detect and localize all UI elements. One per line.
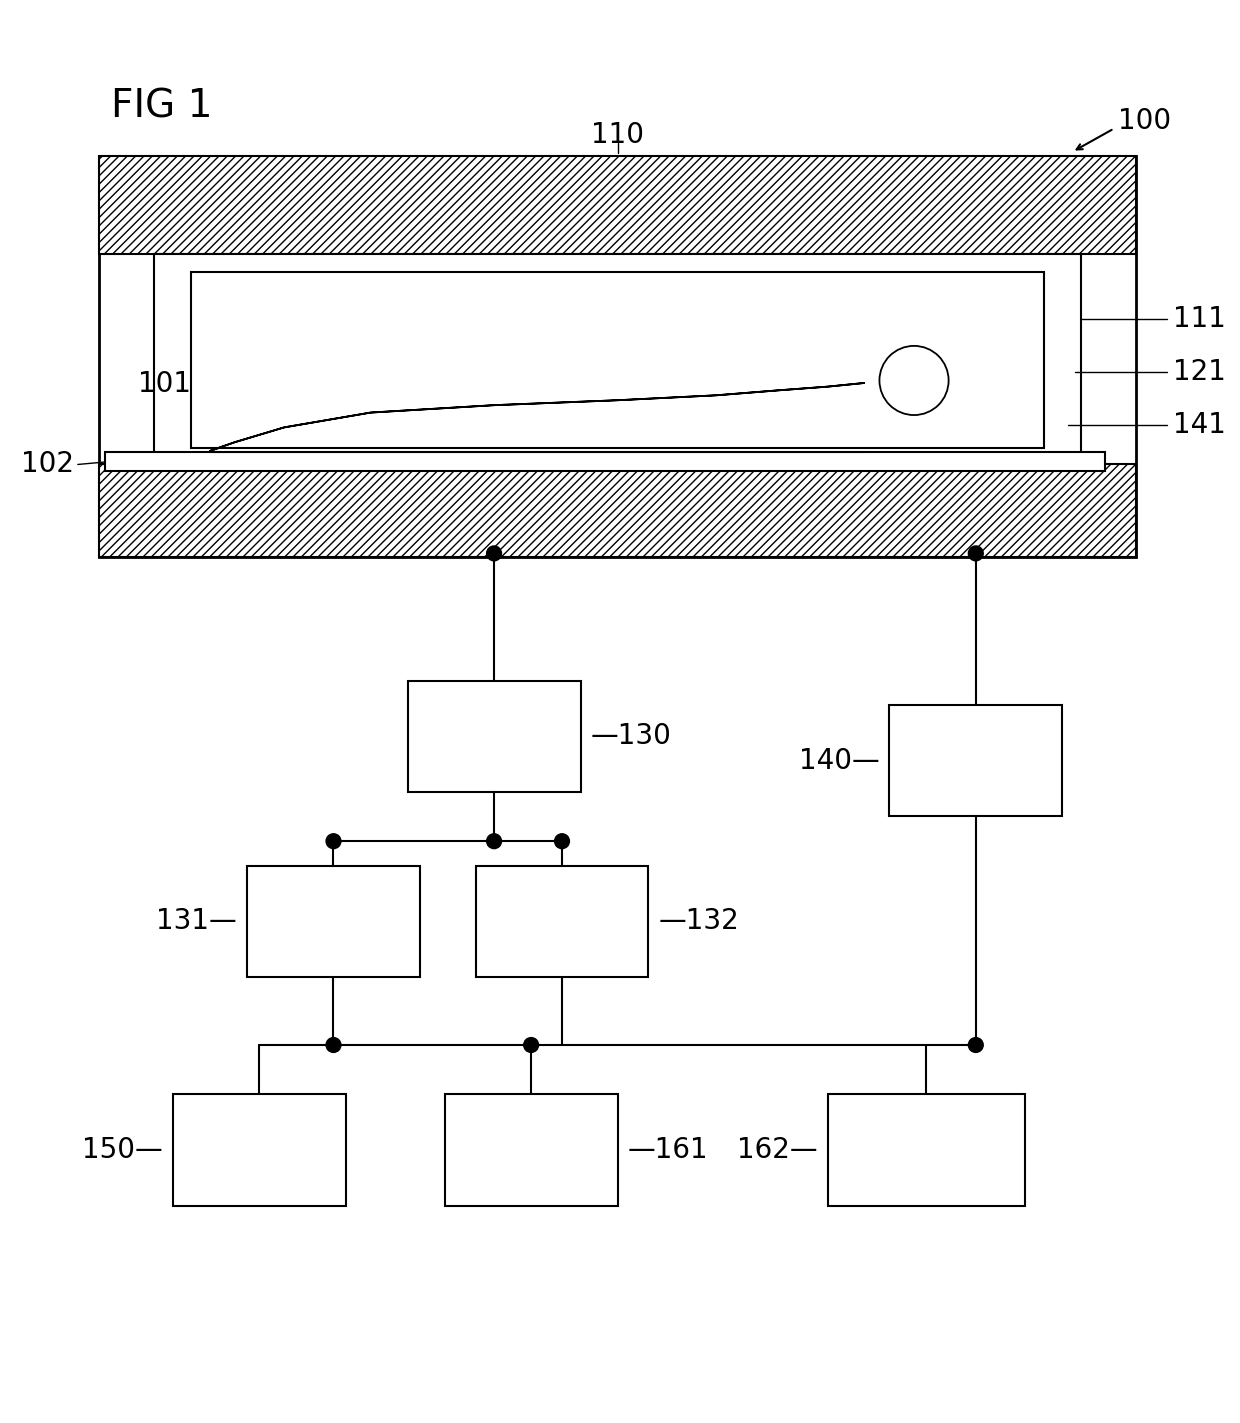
Bar xyxy=(476,867,649,978)
Text: —161: —161 xyxy=(627,1136,708,1164)
Circle shape xyxy=(486,546,501,561)
Text: 102: 102 xyxy=(21,451,74,478)
Bar xyxy=(408,680,580,791)
Text: 162—: 162— xyxy=(737,1136,817,1164)
Text: 121: 121 xyxy=(1173,357,1226,386)
Text: 101: 101 xyxy=(139,370,191,398)
Bar xyxy=(172,1094,346,1205)
Text: 110: 110 xyxy=(591,121,644,148)
Text: 131—: 131— xyxy=(156,908,237,935)
Text: —130: —130 xyxy=(590,723,671,750)
Text: 100: 100 xyxy=(1117,107,1171,135)
Circle shape xyxy=(326,1037,341,1053)
Text: —132: —132 xyxy=(658,908,739,935)
Bar xyxy=(105,453,1106,471)
Circle shape xyxy=(486,834,501,848)
Text: 141: 141 xyxy=(1173,411,1226,438)
Circle shape xyxy=(968,1037,983,1053)
Bar xyxy=(247,867,420,978)
Bar xyxy=(827,1094,1025,1205)
Text: 111: 111 xyxy=(1173,305,1226,333)
Text: 140—: 140— xyxy=(799,747,879,776)
Text: FIG 1: FIG 1 xyxy=(112,87,213,125)
Circle shape xyxy=(523,1037,538,1053)
Bar xyxy=(99,464,1136,556)
Circle shape xyxy=(968,546,983,561)
Bar xyxy=(445,1094,618,1205)
Circle shape xyxy=(326,834,341,848)
Bar xyxy=(99,155,1136,556)
Text: 150—: 150— xyxy=(82,1136,162,1164)
Circle shape xyxy=(554,834,569,848)
Bar xyxy=(889,706,1063,817)
Bar xyxy=(99,155,1136,255)
Bar xyxy=(155,255,1081,464)
Bar xyxy=(191,272,1044,448)
